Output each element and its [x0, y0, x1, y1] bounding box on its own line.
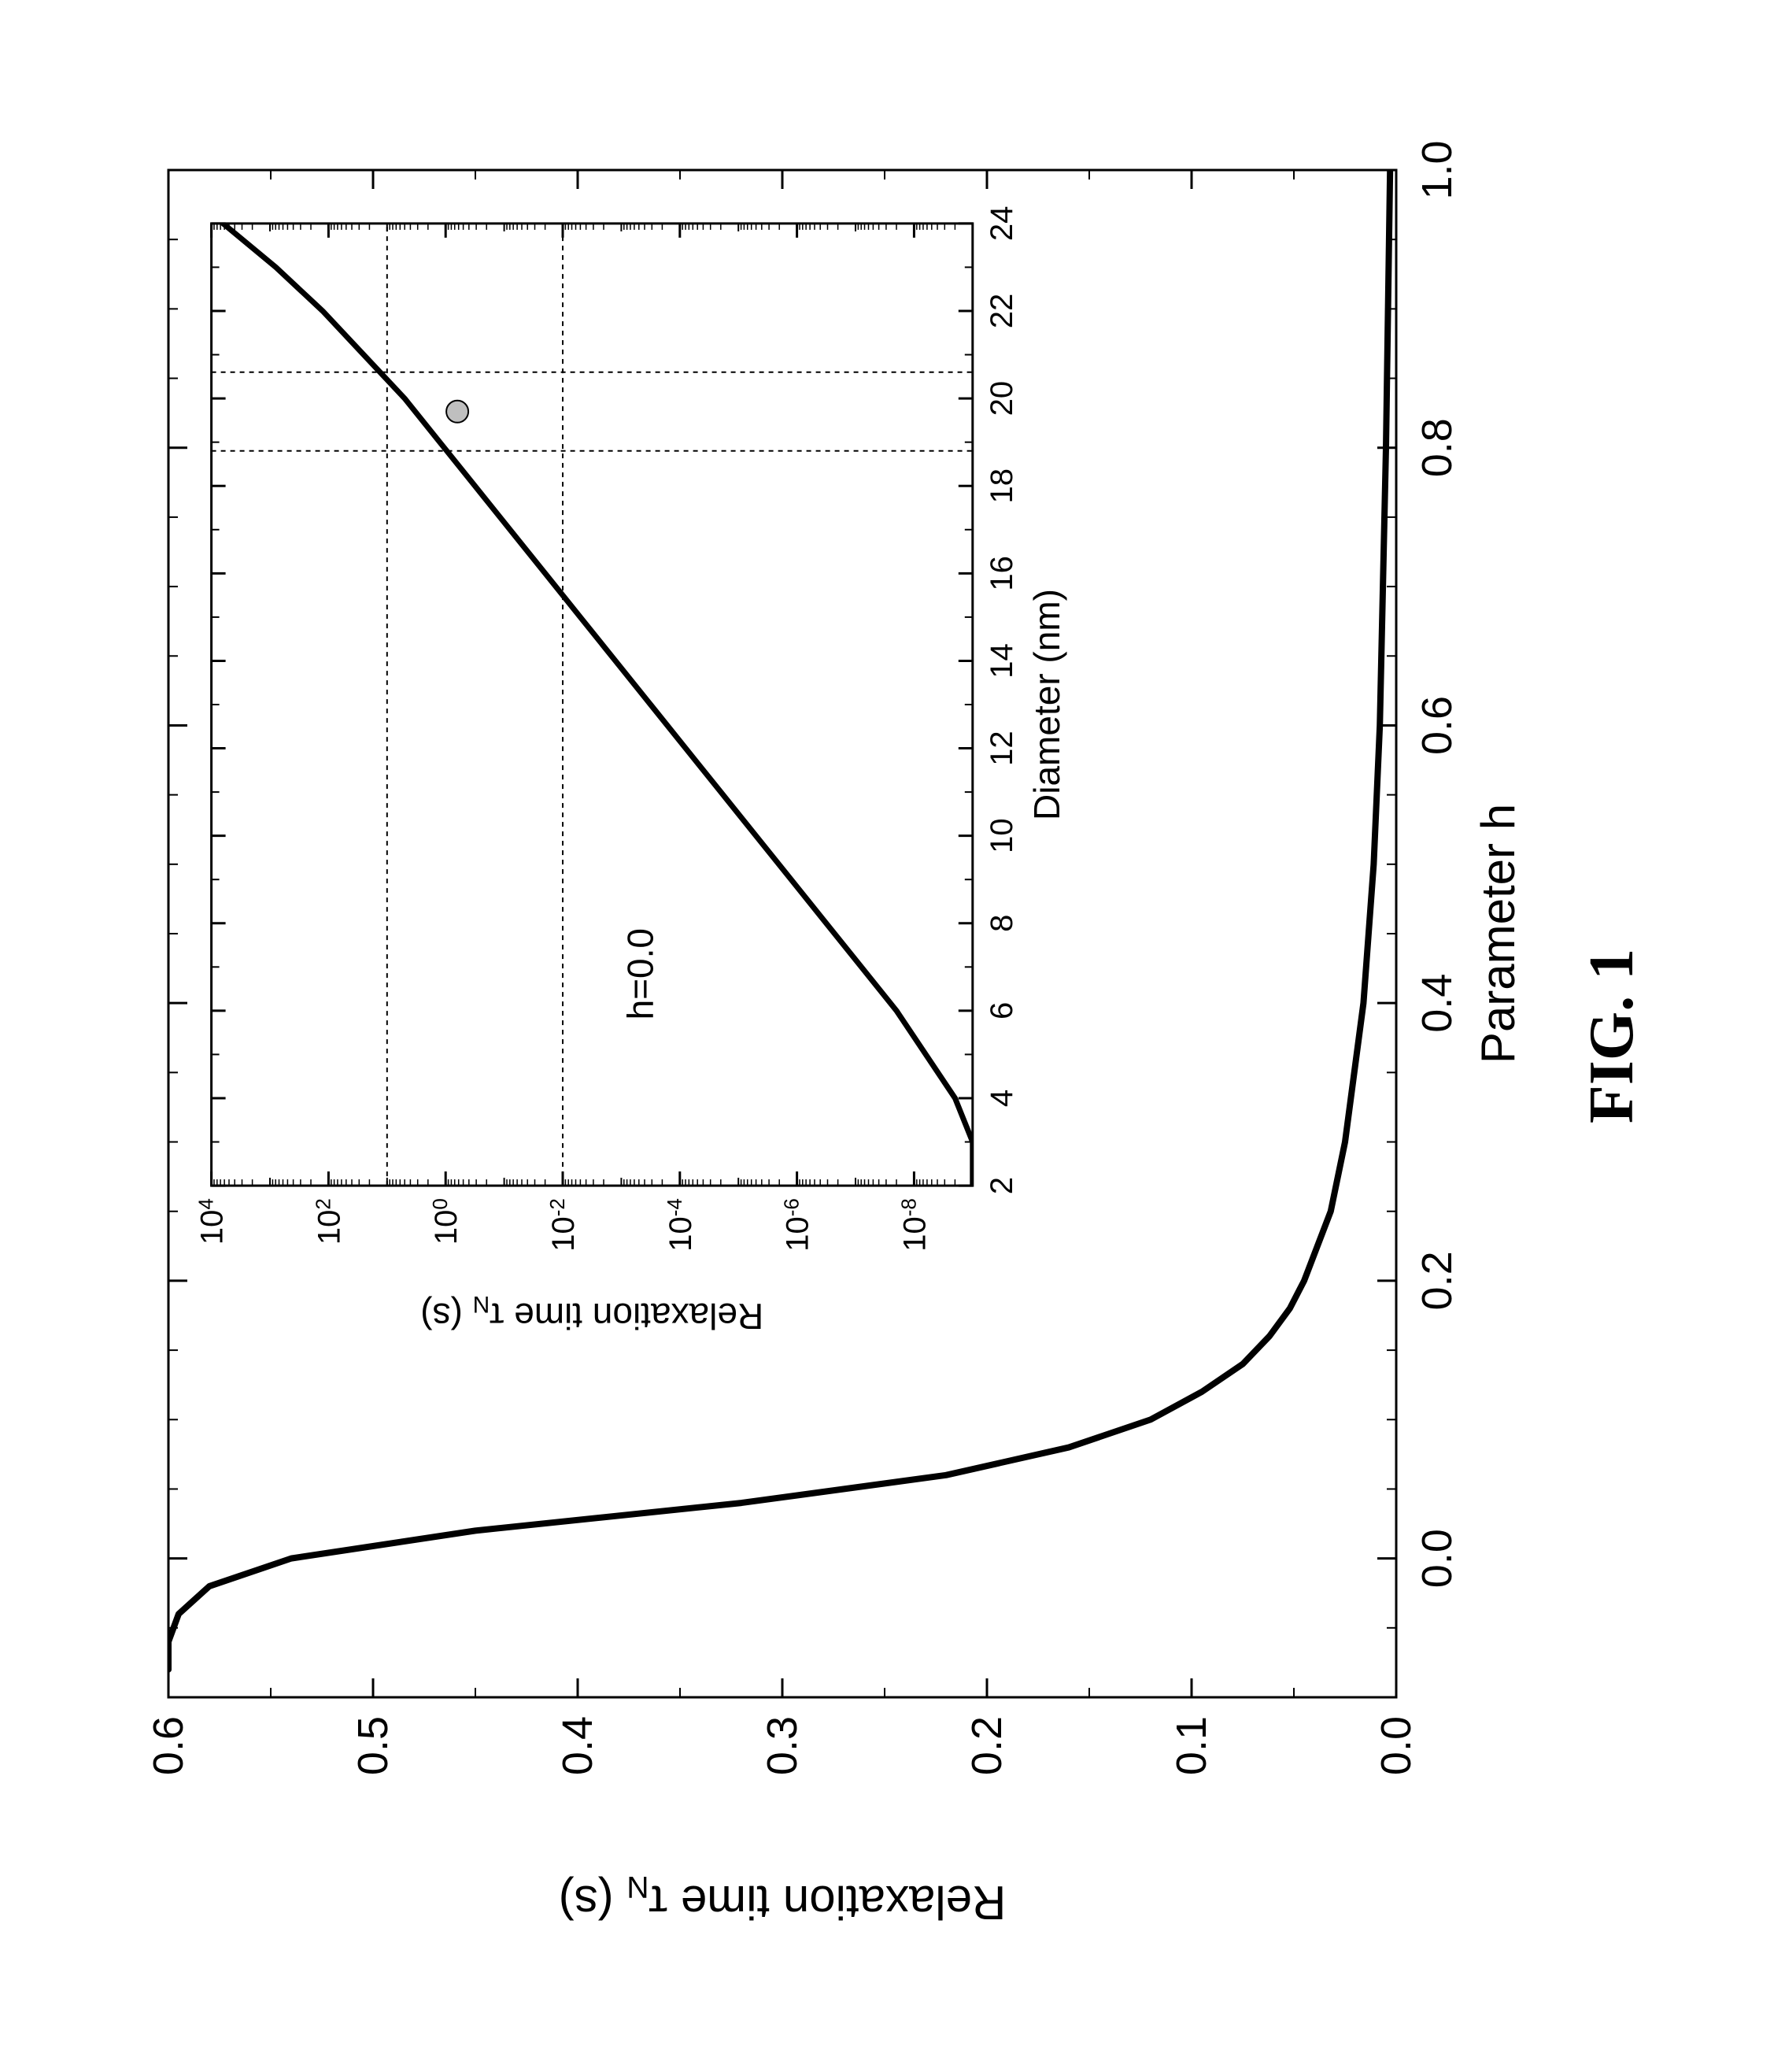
svg-text:24: 24 [985, 206, 1019, 242]
svg-text:8: 8 [985, 915, 1019, 932]
svg-text:6: 6 [985, 1002, 1019, 1019]
svg-text:2: 2 [985, 1177, 1019, 1194]
svg-text:1.0: 1.0 [1414, 140, 1461, 199]
svg-text:0.8: 0.8 [1414, 418, 1461, 477]
svg-text:Parameter h: Parameter h [1472, 804, 1524, 1064]
figure-rotated-wrap: 0.0 0.2 0.4 0.6 0.8 1.0 0.0 0.1 0.2 0.3 0.4 0.5 0.6 P… [105, 91, 1680, 1981]
svg-text:10: 10 [985, 818, 1019, 853]
svg-text:0.6: 0.6 [1414, 696, 1461, 755]
svg-text:14: 14 [985, 643, 1019, 679]
svg-text:Relaxation time τN (s): Relaxation time τN (s) [559, 1870, 1007, 1929]
svg-text:0.0: 0.0 [1414, 1529, 1461, 1588]
svg-text:0.2: 0.2 [963, 1716, 1011, 1775]
svg-text:0.0: 0.0 [1373, 1716, 1420, 1775]
svg-text:0.4: 0.4 [554, 1716, 601, 1775]
svg-text:18: 18 [985, 468, 1019, 504]
relaxation-chart: 0.0 0.2 0.4 0.6 0.8 1.0 0.0 0.1 0.2 0.3 0.4 0.5 0.6 P… [105, 91, 1680, 1981]
svg-text:16: 16 [985, 556, 1019, 591]
svg-text:h=0.0: h=0.0 [620, 928, 661, 1019]
figure-caption: FIG. 1 [1577, 949, 1646, 1123]
svg-text:0.2: 0.2 [1414, 1251, 1461, 1310]
svg-text:Diameter (nm): Diameter (nm) [1026, 589, 1067, 820]
svg-text:0.1: 0.1 [1168, 1716, 1215, 1775]
svg-text:12: 12 [985, 731, 1019, 766]
svg-text:0.3: 0.3 [759, 1716, 806, 1775]
svg-text:0.5: 0.5 [349, 1716, 397, 1775]
svg-text:0.6: 0.6 [145, 1716, 192, 1775]
svg-text:20: 20 [985, 381, 1019, 416]
page: 0.0 0.2 0.4 0.6 0.8 1.0 0.0 0.1 0.2 0.3 0.4 0.5 0.6 P… [0, 0, 1785, 2072]
svg-text:0.4: 0.4 [1414, 974, 1461, 1033]
svg-text:Relaxation time τN (s): Relaxation time τN (s) [420, 1291, 763, 1337]
svg-text:22: 22 [985, 294, 1019, 329]
svg-text:4: 4 [985, 1090, 1019, 1107]
